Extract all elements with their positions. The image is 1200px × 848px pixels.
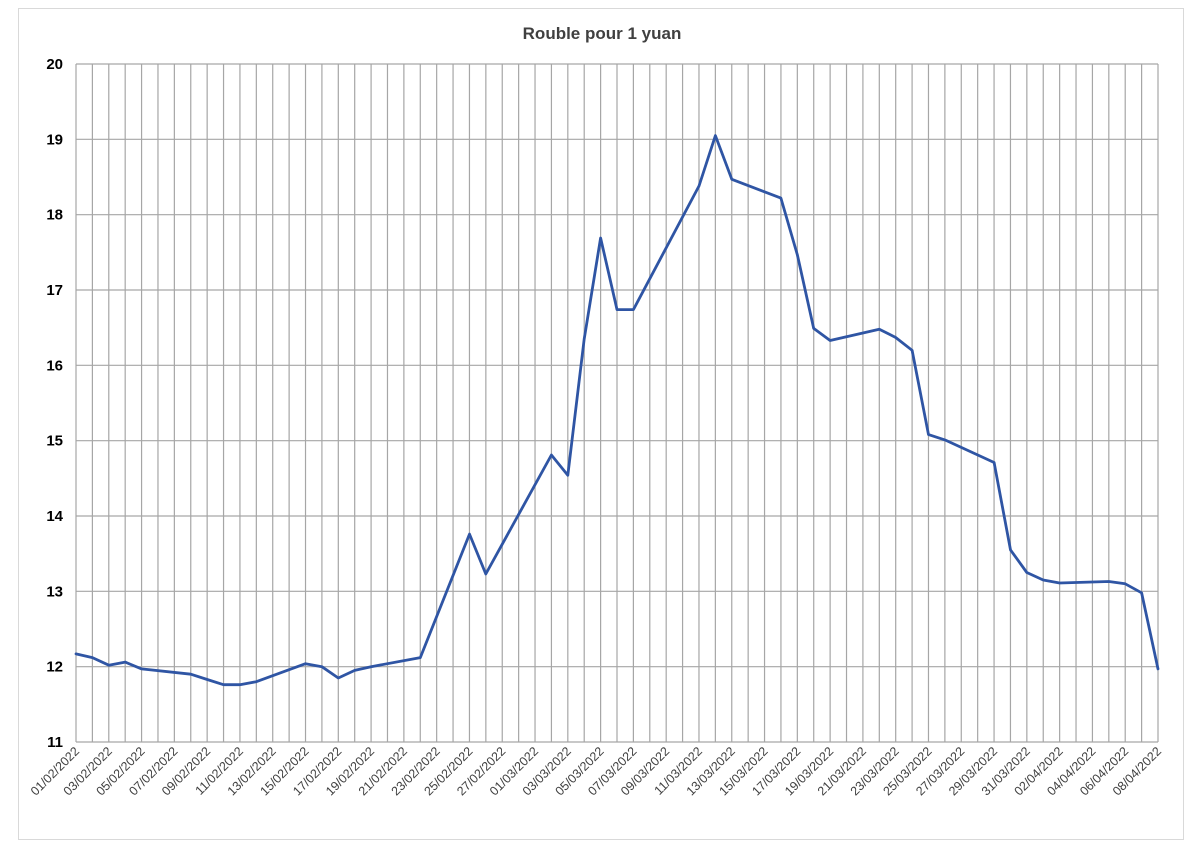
chart-title: Rouble pour 1 yuan [523, 24, 682, 43]
y-tick-label: 18 [46, 207, 63, 224]
x-axis-tick-labels: 01/02/202203/02/202205/02/202207/02/2022… [28, 744, 1164, 798]
series-line-1 [74, 134, 1160, 687]
y-tick-label: 16 [46, 357, 63, 374]
y-tick-label: 11 [47, 734, 63, 751]
line-chart: Rouble pour 1 yuan 11121314151617181920 … [28, 24, 1164, 798]
gridlines [75, 63, 1159, 743]
y-tick-label: 20 [46, 56, 63, 73]
y-tick-label: 15 [46, 433, 63, 450]
y-tick-label: 13 [46, 583, 63, 600]
y-tick-label: 19 [46, 131, 63, 148]
series-layer [74, 134, 1160, 687]
y-tick-label: 14 [46, 508, 63, 525]
chart-frame: Rouble pour 1 yuan 11 12 13 14 15 16 17 18 19 20 … [18, 8, 1184, 840]
y-tick-label: 17 [46, 282, 63, 299]
y-tick-label: 12 [46, 659, 63, 676]
y-axis-tick-labels: 11 12 13 14 15 16 17 18 19 20 [46, 56, 63, 751]
